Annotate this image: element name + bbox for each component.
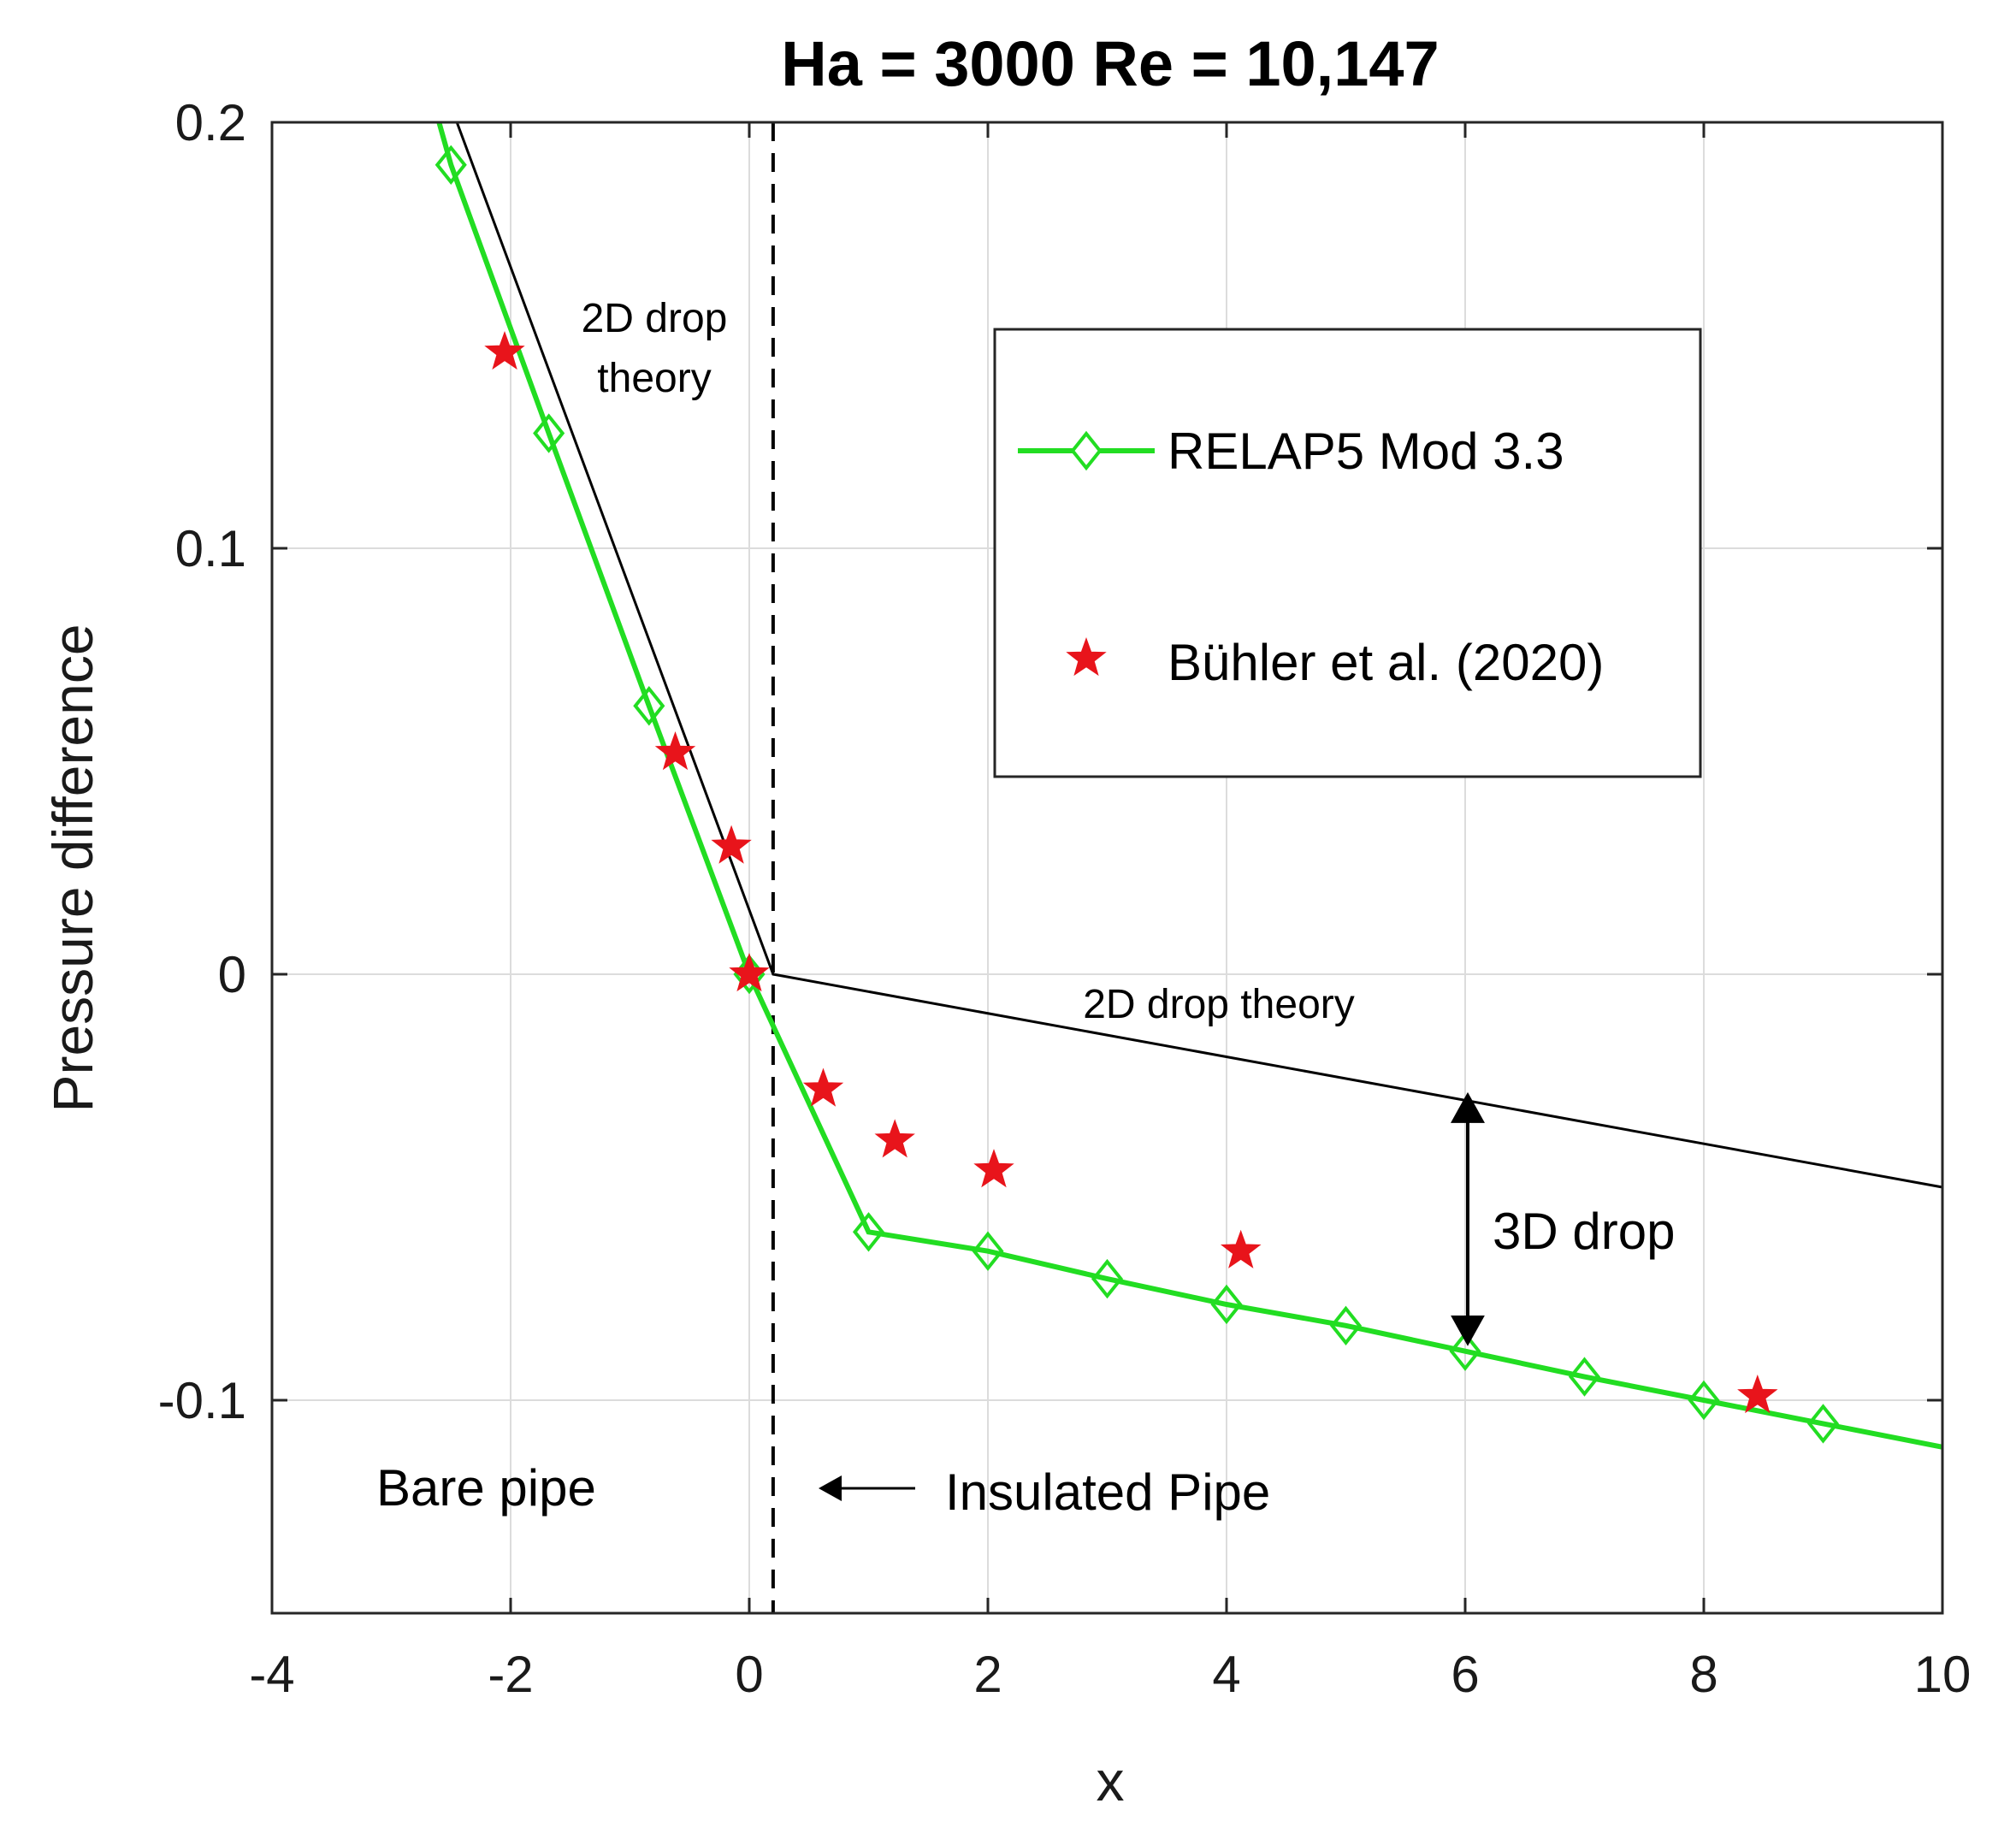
legend-relap-label: RELAP5 Mod 3.3 (1168, 423, 1564, 480)
x-tick-label-7: 10 (1914, 1646, 1972, 1703)
legend-buhler-label: Bühler et al. (2020) (1168, 634, 1604, 691)
theory-line (455, 121, 1943, 1189)
relap-marker-11 (1568, 1357, 1601, 1397)
x-tick-label-3: 2 (973, 1646, 1002, 1703)
y-tick-label-1: 0 (218, 946, 246, 1003)
series-2d-drop-theory (455, 121, 1943, 1189)
buhler-point-2 (711, 825, 752, 864)
series-buhler (484, 330, 1778, 1414)
relap-marker-1 (435, 145, 467, 186)
buhler-point-8 (1737, 1375, 1778, 1414)
theory-label-lower: 2D drop theory (1083, 982, 1355, 1027)
legend-buhler-marker (1066, 637, 1107, 677)
y-tick-label-3: 0.2 (175, 94, 246, 151)
theory-label-upper-line1: 2D drop (582, 296, 728, 341)
relap-marker-2 (533, 413, 565, 453)
buhler-point-0 (484, 330, 525, 370)
buhler-point-4 (802, 1067, 844, 1107)
relap-marker-13 (1806, 1404, 1840, 1444)
legend: RELAP5 Mod 3.3 Bühler et al. (2020) (993, 328, 1702, 778)
plot-frame (270, 121, 1944, 1615)
x-tick-label-6: 8 (1689, 1646, 1717, 1703)
buhler-point-3 (729, 953, 770, 992)
insulated-pipe-label: Insulated Pipe (945, 1464, 1270, 1521)
buhler-point-5 (874, 1119, 915, 1158)
x-tick-label-4: 4 (1212, 1646, 1240, 1703)
relap-marker-3 (633, 686, 665, 726)
buhler-point-1 (654, 731, 696, 771)
x-tick-label-5: 6 (1451, 1646, 1479, 1703)
x-tick-label-0: -4 (249, 1646, 294, 1703)
relap-marker-6 (972, 1231, 1004, 1271)
x-axis-label: x (1097, 1749, 1125, 1812)
legend-box (993, 328, 1702, 778)
buhler-point-6 (973, 1149, 1014, 1188)
relap-marker-9 (1329, 1305, 1363, 1346)
x-tick-label-1: -2 (488, 1646, 533, 1703)
x-tick-label-2: 0 (735, 1646, 763, 1703)
relap-marker-12 (1688, 1380, 1720, 1421)
y-tick-label-0: -0.1 (158, 1372, 246, 1429)
chart-title: Ha = 3000 Re = 10,147 (781, 28, 1439, 99)
x-tick-labels: -4 -2 0 2 4 6 8 10 (249, 1646, 1971, 1703)
y-axis-label: Pressure difference (41, 624, 104, 1112)
axis-ticks (270, 121, 1944, 1613)
y-tick-labels: -0.1 0 0.1 0.2 (158, 94, 246, 1429)
buhler-point-7 (1220, 1229, 1262, 1268)
relap-marker-8 (1210, 1284, 1243, 1325)
y-tick-label-2: 0.1 (175, 520, 246, 577)
legend-relap-marker (1070, 430, 1103, 471)
theory-label-upper-line2: theory (597, 356, 711, 401)
relap-marker-5 (852, 1212, 885, 1252)
3d-drop-label: 3D drop (1493, 1203, 1675, 1260)
relap-marker-7 (1091, 1258, 1124, 1299)
relap-line (436, 121, 1943, 1450)
bare-pipe-label: Bare pipe (376, 1459, 596, 1517)
